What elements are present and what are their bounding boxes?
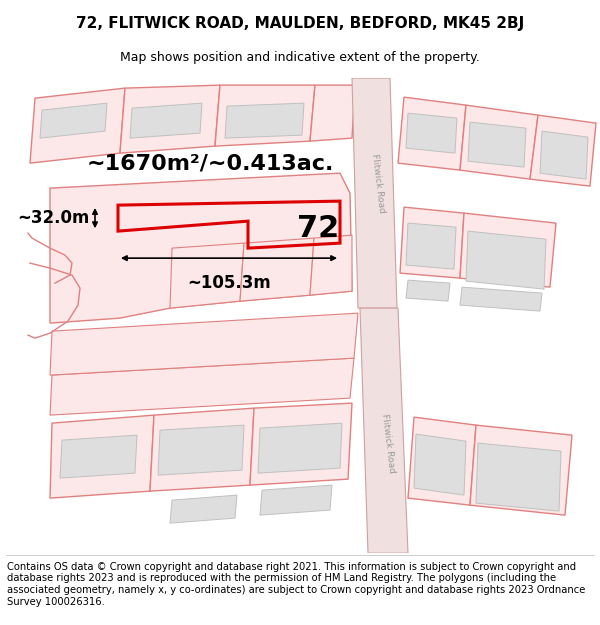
Polygon shape (460, 287, 542, 311)
Polygon shape (50, 415, 154, 498)
Polygon shape (476, 443, 561, 511)
Polygon shape (170, 243, 244, 308)
Polygon shape (225, 103, 304, 138)
Polygon shape (466, 231, 546, 289)
Polygon shape (310, 235, 352, 295)
Polygon shape (406, 113, 457, 153)
Polygon shape (158, 425, 244, 475)
Polygon shape (460, 213, 556, 287)
Text: 72: 72 (297, 214, 339, 243)
Polygon shape (258, 423, 342, 473)
Text: ~32.0m: ~32.0m (17, 209, 90, 227)
Polygon shape (215, 85, 315, 146)
Polygon shape (460, 105, 538, 179)
Polygon shape (40, 103, 107, 138)
Polygon shape (360, 308, 408, 553)
Polygon shape (530, 115, 596, 186)
Polygon shape (408, 417, 476, 505)
Polygon shape (120, 85, 220, 153)
Polygon shape (414, 434, 466, 495)
Polygon shape (406, 223, 456, 269)
Text: Flitwick Road: Flitwick Road (380, 413, 396, 473)
Text: Flitwick Road: Flitwick Road (370, 153, 386, 213)
Polygon shape (540, 131, 588, 179)
Polygon shape (260, 485, 332, 515)
Polygon shape (398, 97, 466, 170)
Text: Map shows position and indicative extent of the property.: Map shows position and indicative extent… (120, 51, 480, 64)
Polygon shape (352, 78, 397, 308)
Polygon shape (50, 173, 352, 323)
Polygon shape (240, 238, 314, 301)
Polygon shape (130, 103, 202, 138)
Text: 72, FLITWICK ROAD, MAULDEN, BEDFORD, MK45 2BJ: 72, FLITWICK ROAD, MAULDEN, BEDFORD, MK4… (76, 16, 524, 31)
Text: ~1670m²/~0.413ac.: ~1670m²/~0.413ac. (86, 153, 334, 173)
Polygon shape (60, 435, 137, 478)
Text: ~105.3m: ~105.3m (187, 274, 271, 292)
Polygon shape (30, 88, 125, 163)
Text: Contains OS data © Crown copyright and database right 2021. This information is : Contains OS data © Crown copyright and d… (7, 562, 586, 606)
Polygon shape (150, 408, 254, 491)
Polygon shape (406, 280, 450, 301)
Polygon shape (50, 358, 354, 415)
Polygon shape (310, 85, 355, 141)
Polygon shape (50, 313, 358, 375)
Polygon shape (400, 207, 464, 278)
Polygon shape (468, 122, 526, 167)
Polygon shape (250, 403, 352, 485)
Polygon shape (170, 495, 237, 523)
Polygon shape (470, 425, 572, 515)
